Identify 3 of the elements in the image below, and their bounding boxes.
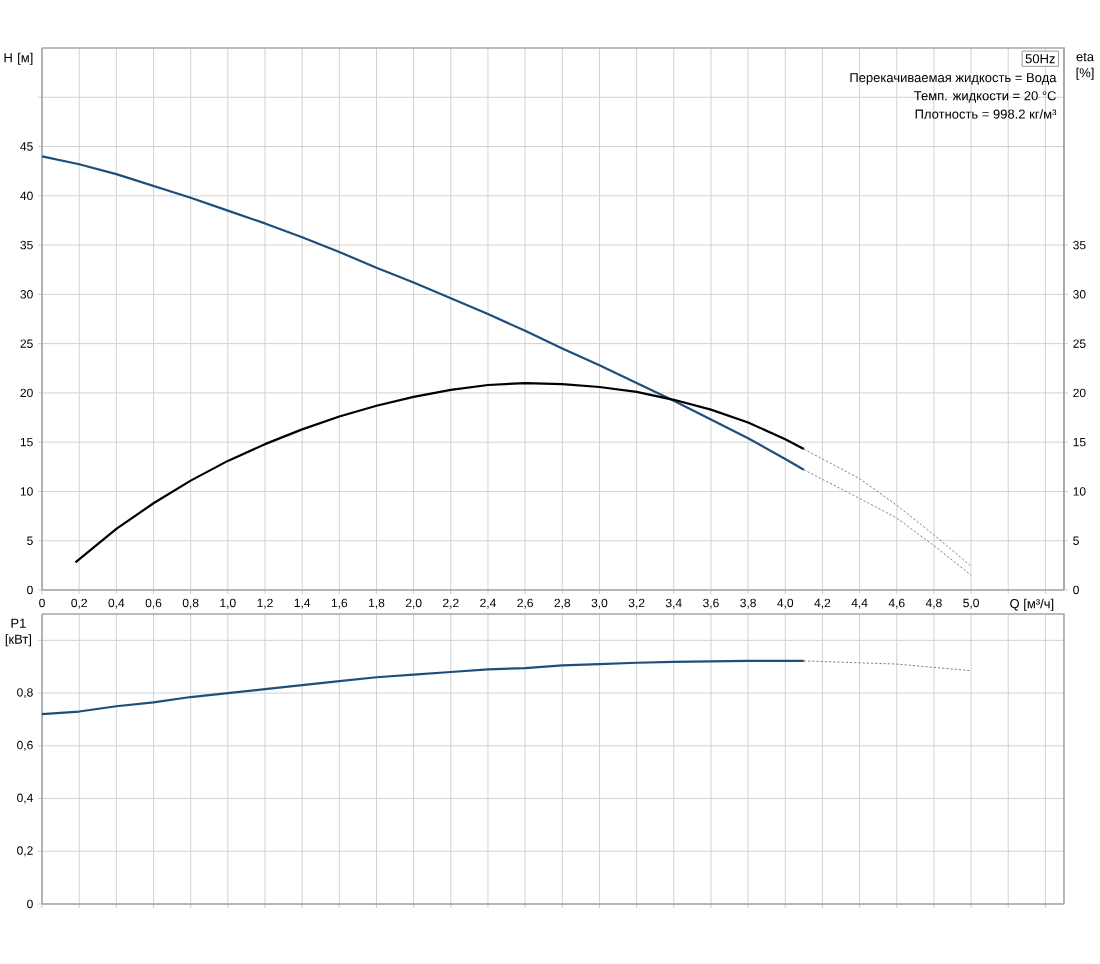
line-series (803, 469, 972, 576)
line-series (74, 381, 805, 564)
line-series (803, 448, 972, 567)
